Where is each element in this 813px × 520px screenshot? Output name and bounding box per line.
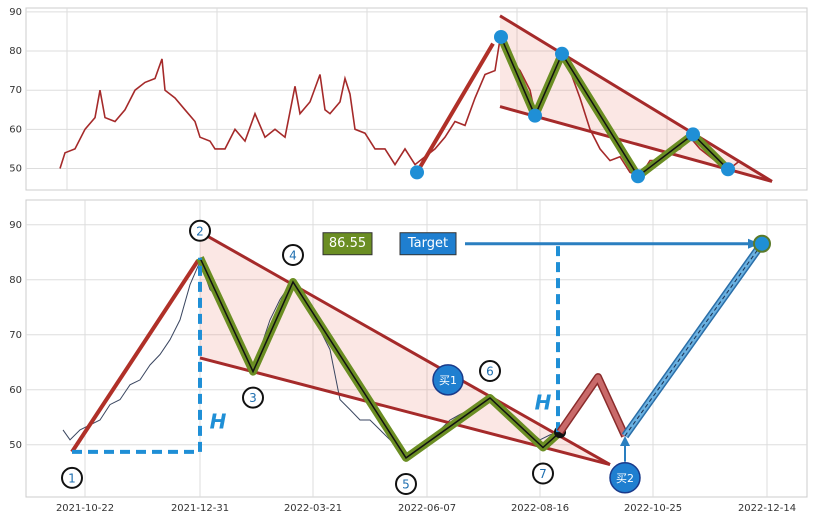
panel-frame	[25, 7, 808, 191]
signal-point	[432, 364, 464, 396]
pivot-point	[555, 46, 569, 61]
pivot-label: 3	[249, 391, 257, 405]
pivot-badge	[61, 466, 83, 489]
arrow-head	[620, 435, 630, 446]
target-value: 86.55	[329, 236, 366, 251]
y-tick-label: 70	[9, 85, 22, 96]
height-label: H	[535, 390, 552, 414]
target-value-box	[322, 232, 373, 256]
x-tick-label: 2022-06-07	[398, 503, 456, 514]
signal-label: 买2	[616, 472, 634, 485]
y-tick-label: 70	[9, 330, 22, 341]
pivot-label: 4	[289, 248, 297, 262]
lead-line	[70, 259, 200, 453]
y-tick-label: 80	[9, 275, 22, 286]
pivot-badge	[282, 243, 304, 266]
pivot-label: 1	[68, 471, 76, 485]
pivot-point	[721, 162, 735, 177]
y-tick-label: 90	[9, 220, 22, 231]
x-tick-label: 2021-12-31	[171, 503, 229, 514]
zigzag-core	[500, 36, 729, 178]
lead-line	[415, 42, 495, 174]
pivot-point	[410, 165, 424, 180]
pivot-badge	[242, 386, 264, 409]
y-tick-label: 90	[9, 7, 22, 18]
pivot-label: 6	[486, 365, 494, 379]
pivot-label: 5	[402, 477, 410, 491]
pivot-point	[631, 169, 645, 184]
pivot-point	[494, 29, 508, 44]
pivot-badge	[532, 462, 554, 485]
y-tick-label: 50	[9, 163, 22, 174]
pivot-label: 7	[539, 467, 547, 481]
height-measure	[72, 257, 202, 454]
zigzag-core	[199, 257, 561, 459]
pivot-point	[528, 108, 542, 123]
x-tick-label: 2022-12-14	[738, 503, 796, 514]
y-tick-label: 50	[9, 440, 22, 451]
y-tick-label: 80	[9, 46, 22, 57]
target-point	[753, 234, 771, 253]
x-tick-label: 2022-10-25	[624, 503, 682, 514]
pivot-badge	[189, 219, 211, 242]
pivot-badge	[395, 472, 417, 495]
y-tick-label: 60	[9, 124, 22, 135]
target-text-box	[399, 232, 457, 256]
x-tick-label: 2022-03-21	[284, 503, 342, 514]
height-label: H	[210, 409, 227, 433]
signal-point	[609, 462, 641, 494]
signal-label: 买1	[439, 374, 457, 387]
price-line	[59, 36, 741, 178]
rally-core	[624, 243, 763, 437]
x-tick-label: 2021-10-22	[56, 503, 114, 514]
projection	[557, 374, 628, 437]
upper-trendline	[499, 14, 773, 183]
y-tick-label: 60	[9, 385, 22, 396]
pivot-point	[686, 127, 700, 142]
target-text: Target	[407, 236, 448, 251]
upper-trendline	[199, 230, 611, 466]
x-tick-label: 2022-08-16	[511, 503, 569, 514]
pivot-badge	[479, 360, 501, 382]
pivot-label: 2	[196, 224, 204, 238]
